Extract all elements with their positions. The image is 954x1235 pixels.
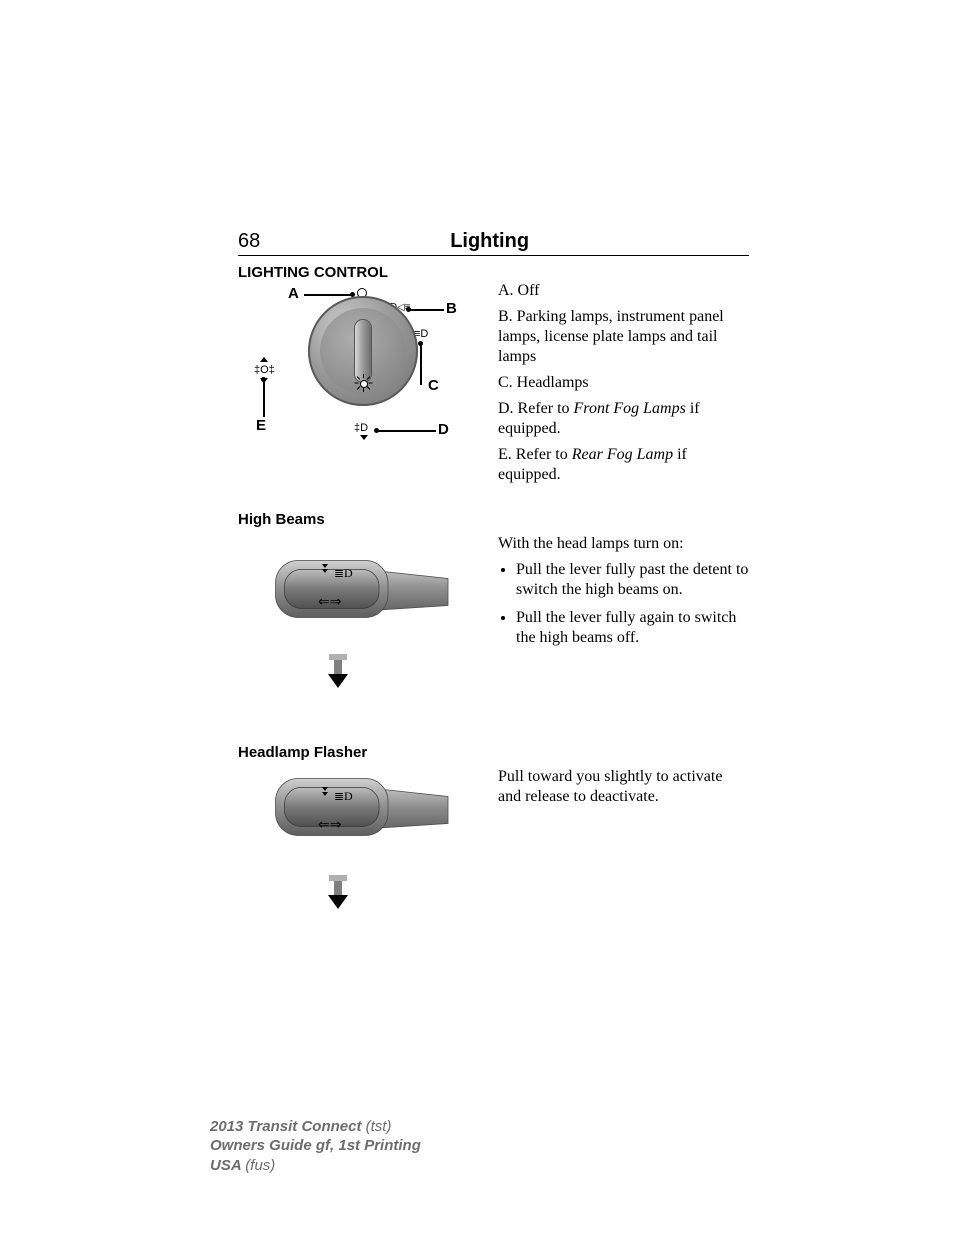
headlamp-flasher-text: Pull toward you slightly to activate and… — [498, 767, 749, 947]
stalk-svg-2 — [238, 777, 478, 837]
lever-diagram-1: ≣D ⇐⇒ — [238, 534, 478, 724]
page: 68 Lighting LIGHTING CONTROL A B ≡D◁≡ C — [0, 0, 954, 1235]
footer-line-1: 2013 Transit Connect (tst) — [210, 1117, 421, 1137]
headlamp-flasher-diagram: ≣D ⇐⇒ — [238, 767, 478, 947]
arrow-down-icon — [328, 674, 348, 688]
light-icon — [356, 376, 370, 390]
dial-label-b: B — [446, 300, 457, 317]
high-beams-diagram: ≣D ⇐⇒ — [238, 534, 478, 724]
chapter-title: Lighting — [230, 230, 749, 253]
high-beam-chevrons-icon-2 — [322, 787, 328, 796]
high-beams-text: With the head lamps turn on: Pull the le… — [498, 534, 749, 724]
lighting-control-legend: A. Off B. Parking lamps, instrument pane… — [498, 281, 749, 491]
section-heading-lighting-control: LIGHTING CONTROL — [238, 264, 749, 281]
legend-e-em: Rear Fog Lamp — [572, 446, 673, 463]
sub-heading-high-beams: High Beams — [238, 511, 749, 528]
high-beam-icon: ≣D — [334, 566, 353, 581]
high-beam-chevrons-icon — [322, 564, 328, 573]
high-beams-bullet-1: Pull the lever fully past the detent to … — [516, 560, 749, 600]
leader-c-dot — [418, 341, 423, 346]
stalk-svg — [238, 559, 478, 619]
arrow-down-icon-2 — [328, 895, 348, 909]
rear-fog-icon: ‡O‡ — [254, 365, 275, 376]
footer-code-2: (fus) — [245, 1157, 275, 1174]
turn-signal-icon: ⇐⇒ — [318, 594, 341, 611]
dial-body — [308, 296, 418, 406]
page-footer: 2013 Transit Connect (tst) Owners Guide … — [210, 1117, 421, 1176]
dial-label-d: D — [438, 421, 449, 438]
e-chevron-up-icon — [260, 357, 268, 362]
legend-d: D. Refer to Front Fog Lamps if equipped. — [498, 399, 749, 439]
leader-c — [420, 345, 422, 385]
lever-diagram-2: ≣D ⇐⇒ — [238, 767, 478, 947]
headlamp-flasher-row: ≣D ⇐⇒ Pull toward you slightly to activa… — [238, 767, 749, 947]
dial-label-c: C — [428, 377, 439, 394]
leader-d — [378, 430, 436, 432]
footer-line-3: USA (fus) — [210, 1156, 421, 1176]
d-chevron-icon — [360, 435, 368, 440]
footer-code-1: (tst) — [366, 1118, 392, 1135]
e-chevron-down-icon — [260, 378, 268, 383]
high-beam-icon-2: ≣D — [334, 789, 353, 804]
legend-c: C. Headlamps — [498, 373, 749, 393]
footer-model: 2013 Transit Connect — [210, 1118, 366, 1135]
dial-label-a: A — [288, 285, 299, 302]
high-beams-row: ≣D ⇐⇒ With the head lamps turn on: Pull … — [238, 534, 749, 724]
leader-b — [410, 309, 444, 311]
leader-d-dot — [374, 428, 379, 433]
headlamp-flasher-p: Pull toward you slightly to activate and… — [498, 767, 749, 807]
leader-e — [263, 381, 265, 417]
legend-d-pre: D. Refer to — [498, 400, 574, 417]
lighting-control-diagram: A B ≡D◁≡ C ≡D D ‡D — [238, 281, 478, 491]
leader-a — [304, 294, 352, 296]
high-beams-bullet-2: Pull the lever fully again to switch the… — [516, 608, 749, 648]
footer-line-2: Owners Guide gf, 1st Printing — [210, 1136, 421, 1156]
turn-signal-icon-2: ⇐⇒ — [318, 817, 341, 834]
footer-region: USA — [210, 1157, 245, 1174]
high-beams-intro: With the head lamps turn on: — [498, 534, 749, 554]
legend-e-pre: E. Refer to — [498, 446, 572, 463]
page-header: 68 Lighting — [238, 230, 749, 256]
sub-heading-headlamp-flasher: Headlamp Flasher — [238, 744, 749, 761]
legend-d-em: Front Fog Lamps — [574, 400, 686, 417]
legend-a: A. Off — [498, 281, 749, 301]
legend-b: B. Parking lamps, instrument panel lamps… — [498, 307, 749, 367]
front-fog-icon: ‡D — [354, 423, 368, 434]
dial-diagram: A B ≡D◁≡ C ≡D D ‡D — [238, 281, 478, 451]
legend-e: E. Refer to Rear Fog Lamp if equipped. — [498, 445, 749, 485]
dial-knob — [355, 320, 371, 382]
lighting-control-row: A B ≡D◁≡ C ≡D D ‡D — [238, 281, 749, 491]
dial-label-e: E — [256, 417, 266, 434]
high-beams-list: Pull the lever fully past the detent to … — [498, 560, 749, 648]
